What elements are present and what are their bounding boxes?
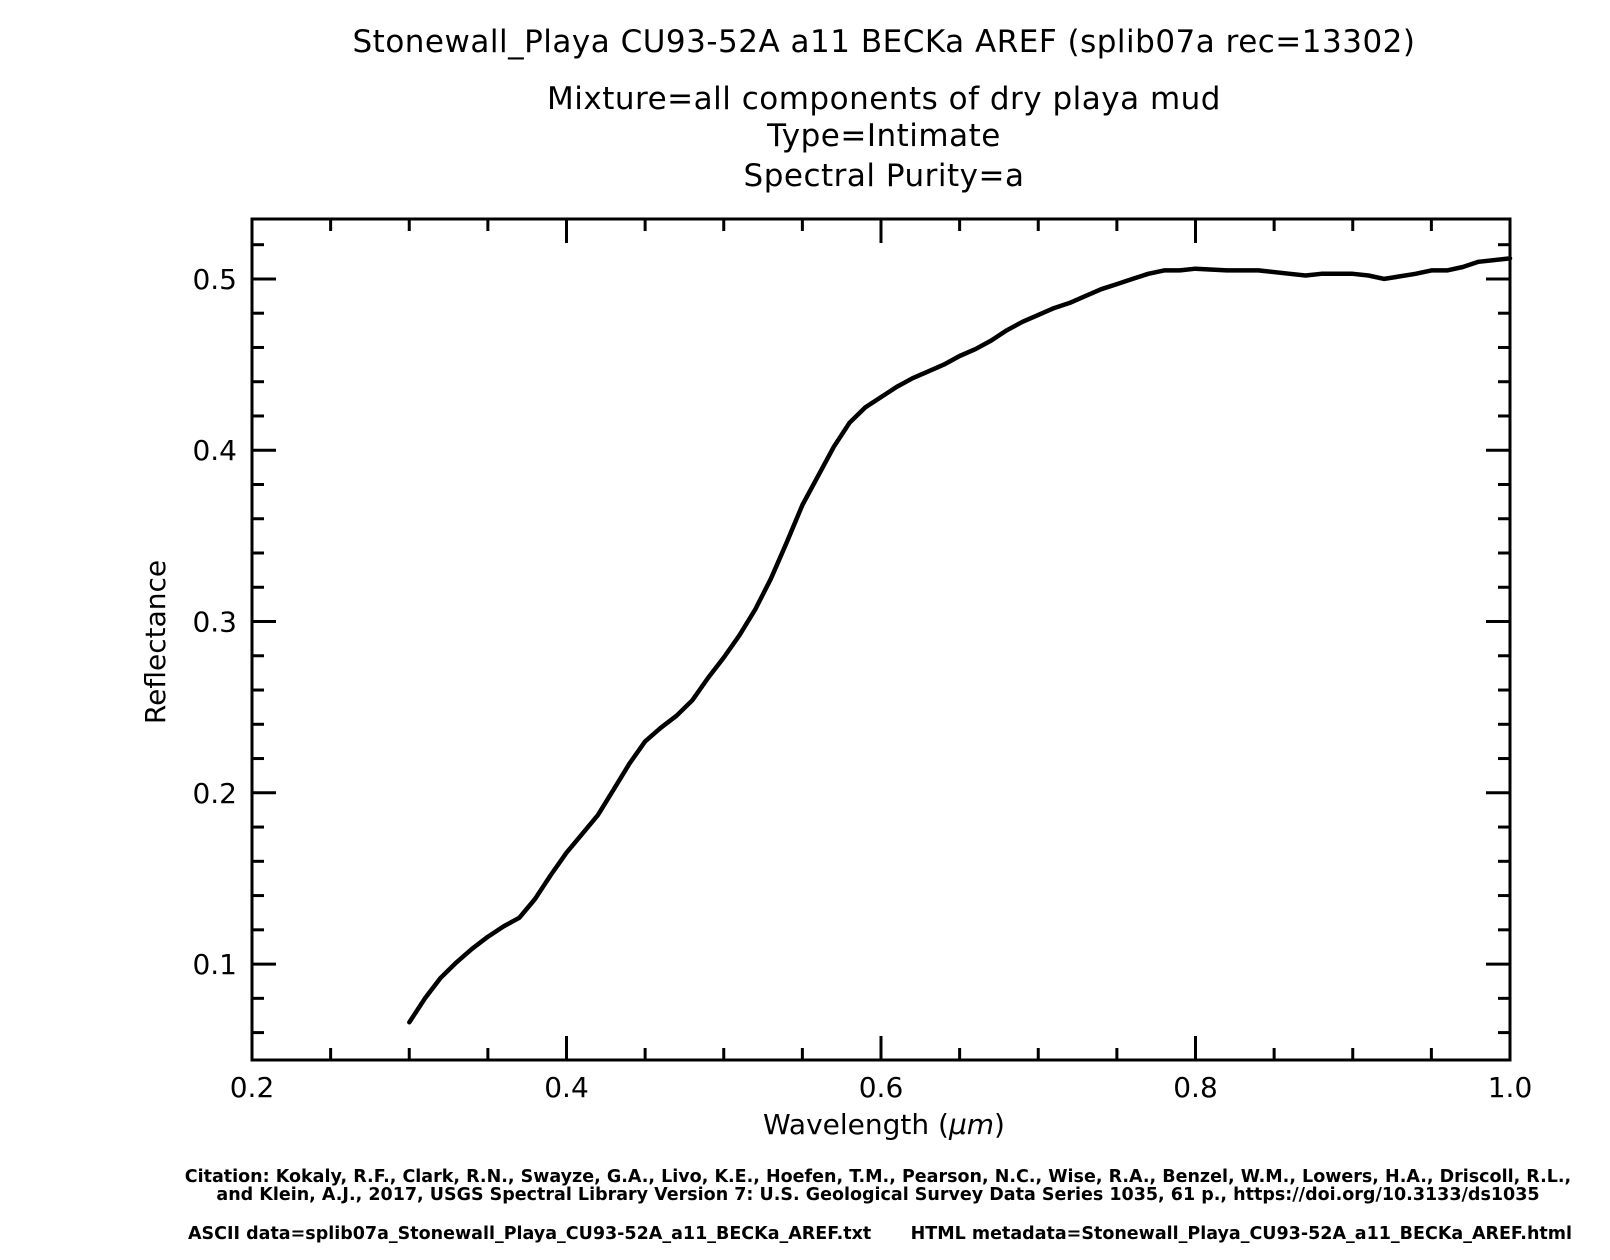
citation-line-2: and Klein, A.J., 2017, USGS Spectral Lib… [216,1185,1539,1205]
html-metadata-filename: HTML metadata=Stonewall_Playa_CU93-52A_a… [911,1224,1572,1244]
chart-subtitle-mixture: Mixture=all components of dry playa mud [547,81,1221,117]
axis-ticks [250,219,1512,1060]
chart-subtitle-type: Type=Intimate [766,118,1001,154]
series-line-reflectance [407,256,1513,1025]
x-tick-label: 1.0 [1488,1071,1533,1104]
ascii-data-filename: ASCII data=splib07a_Stonewall_Playa_CU93… [188,1224,871,1244]
x-tick-label: 0.8 [1173,1071,1218,1104]
citation-line-1: Citation: Kokaly, R.F., Clark, R.N., Swa… [185,1167,1571,1187]
y-tick-label: 0.5 [192,263,237,296]
x-tick-label: 0.6 [859,1071,904,1104]
y-tick-label: 0.4 [192,434,237,467]
chart-subtitle-purity: Spectral Purity=a [744,158,1025,194]
x-axis-title-unit: μm [948,1108,994,1141]
y-tick-label: 0.1 [192,948,237,981]
x-tick-label: 0.2 [230,1071,275,1104]
x-tick-label: 0.4 [544,1071,589,1104]
y-tick-label: 0.3 [192,606,237,639]
x-axis-title-suffix: ) [994,1108,1005,1141]
plot-frame [250,217,1512,1062]
axis-tick-labels: 0.2 0.4 0.6 0.8 1.0 0.1 0.2 0.3 0.4 0.5 [192,263,1532,1104]
x-axis-title-prefix: Wavelength ( [763,1108,949,1141]
x-axis-title: Wavelength (μm) [763,1108,1005,1141]
y-axis-title: Reflectance [139,560,172,724]
y-tick-label: 0.2 [192,777,237,810]
chart-title: Stonewall_Playa CU93-52A a11 BECKa AREF … [352,24,1415,60]
